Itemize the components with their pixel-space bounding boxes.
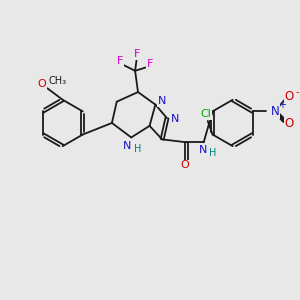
Text: O: O <box>37 79 46 89</box>
Text: O: O <box>285 90 294 104</box>
Text: CH₃: CH₃ <box>48 76 66 86</box>
Text: N: N <box>271 105 279 118</box>
Text: N: N <box>170 114 179 124</box>
Text: F: F <box>134 50 140 59</box>
Text: O: O <box>285 117 294 130</box>
Text: N: N <box>199 145 207 155</box>
Text: N: N <box>123 141 132 151</box>
Text: Cl: Cl <box>200 109 211 119</box>
Text: H: H <box>134 144 142 154</box>
Text: +: + <box>278 100 286 110</box>
Text: H: H <box>209 148 217 158</box>
Text: N: N <box>158 96 166 106</box>
Text: -: - <box>296 87 299 97</box>
Text: O: O <box>180 160 189 170</box>
Text: F: F <box>147 59 154 69</box>
Text: F: F <box>116 56 123 66</box>
